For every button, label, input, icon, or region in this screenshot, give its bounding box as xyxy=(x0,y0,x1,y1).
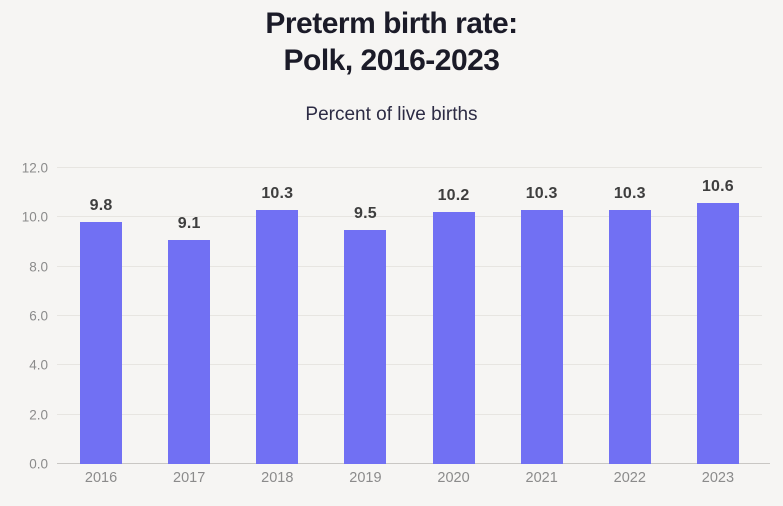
bar-value-label: 10.3 xyxy=(261,184,294,202)
gridline xyxy=(57,315,762,316)
bar-2016[interactable] xyxy=(80,222,123,464)
bar-value-label: 10.2 xyxy=(437,187,470,205)
bar-value-label: 9.1 xyxy=(177,214,201,232)
x-tick-label: 2020 xyxy=(437,470,470,486)
bar-value-label: 9.5 xyxy=(354,204,377,222)
x-tick-label: 2019 xyxy=(349,470,382,486)
y-tick-label: 4.0 xyxy=(29,357,48,373)
bar-slot: 10.6 xyxy=(674,168,762,464)
bar-2022[interactable] xyxy=(608,209,651,464)
chart-header: Preterm birth rate: Polk, 2016-2023 Perc… xyxy=(0,0,783,126)
x-axis-line xyxy=(57,463,770,464)
bar-slot: 10.2 xyxy=(410,168,498,464)
bar-2023[interactable] xyxy=(696,202,739,464)
bar-value-label: 10.3 xyxy=(525,184,558,202)
bar-slot: 10.3 xyxy=(498,168,586,464)
gridline xyxy=(57,413,762,415)
y-tick-label: 0.0 xyxy=(29,456,48,472)
x-tick-label: 2022 xyxy=(613,470,646,486)
x-tick-label: 2018 xyxy=(261,470,294,486)
y-axis-labels: 0.0 2.0 4.0 6.0 8.0 10.0 12.0 xyxy=(0,161,48,472)
gridline xyxy=(57,216,762,218)
bar-slot: 9.1 xyxy=(145,168,233,464)
bars-row: 9.8 9.1 10.3 9.5 10.2 10.3 10.3 10.6 xyxy=(57,168,762,464)
x-tick-label: 2023 xyxy=(701,470,735,486)
bar-slot: 9.8 xyxy=(57,168,145,464)
gridline xyxy=(57,364,762,366)
bar-slot: 9.5 xyxy=(321,168,409,464)
bar-slot: 10.3 xyxy=(586,168,674,464)
y-tick-label: 6.0 xyxy=(29,308,48,324)
bar-2019[interactable] xyxy=(344,229,387,464)
y-tick-label: 10.0 xyxy=(21,209,48,225)
bar-2017[interactable] xyxy=(168,239,211,464)
y-tick-label: 12.0 xyxy=(21,160,48,176)
bar-value-label: 9.8 xyxy=(89,197,113,215)
bar-slot: 10.3 xyxy=(233,168,321,464)
x-axis-labels: 2016 2017 2018 2019 2020 2021 2022 2023 xyxy=(57,470,762,486)
bar-2021[interactable] xyxy=(520,209,563,464)
bar-2020[interactable] xyxy=(432,212,475,464)
y-tick-label: 8.0 xyxy=(29,259,48,275)
x-tick-label: 2021 xyxy=(525,470,558,486)
bar-2018[interactable] xyxy=(256,209,299,464)
bar-value-label: 10.3 xyxy=(613,184,646,202)
bar-value-label: 10.6 xyxy=(701,177,734,195)
y-tick-label: 2.0 xyxy=(29,407,48,423)
chart-title: Preterm birth rate: Polk, 2016-2023 xyxy=(0,5,783,79)
x-tick-label: 2017 xyxy=(173,470,206,486)
plot-area: 9.8 9.1 10.3 9.5 10.2 10.3 10.3 10.6 xyxy=(57,167,770,464)
gridline xyxy=(57,265,762,267)
chart-title-line1: Preterm birth rate: xyxy=(265,7,518,40)
gridline-layer xyxy=(57,167,770,464)
chart-title-line2: Polk, 2016-2023 xyxy=(283,44,501,77)
gridline xyxy=(57,167,762,168)
chart-subtitle: Percent of live births xyxy=(305,104,478,125)
x-tick-label: 2016 xyxy=(84,470,118,486)
